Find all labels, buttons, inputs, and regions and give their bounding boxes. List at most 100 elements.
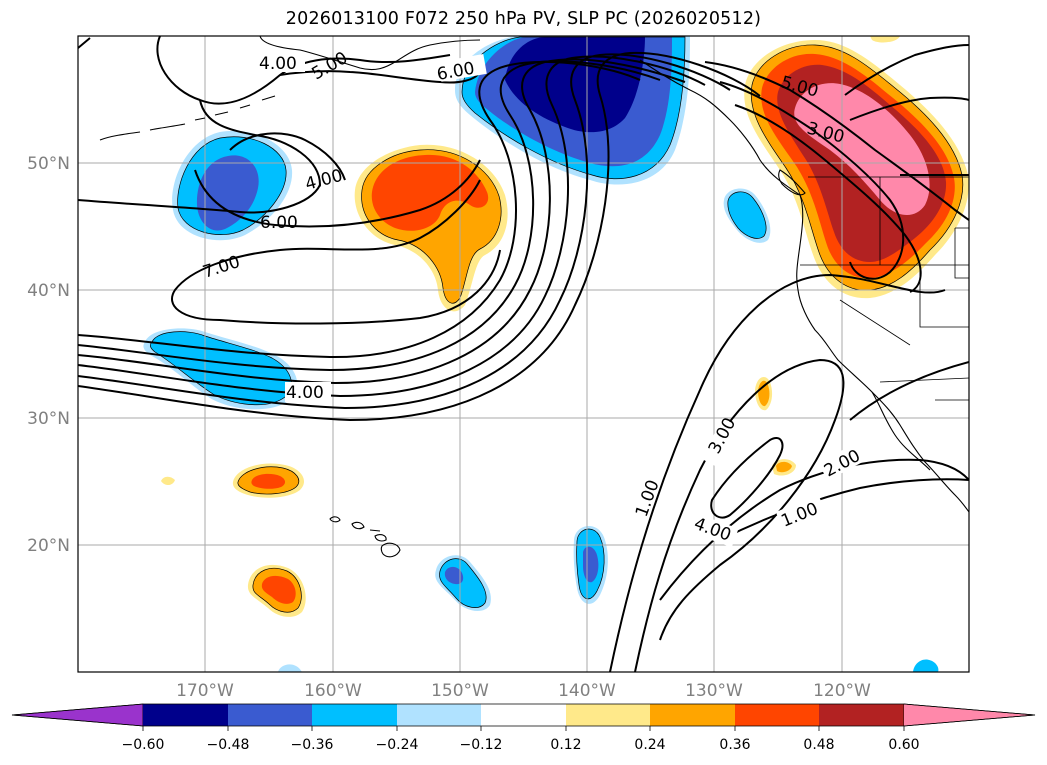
clabel-bg-10 <box>623 483 659 534</box>
colorbar-extend-low <box>11 703 144 727</box>
island-molokai <box>369 529 381 532</box>
pv-positive-area-124w-orange <box>776 461 792 473</box>
coastline-southeast-alaska <box>639 59 801 196</box>
colorbar-label: 0.24 <box>634 737 665 753</box>
contour-upper-west-4 <box>194 159 481 228</box>
contour-ridge-2 <box>634 358 845 672</box>
pv-positive-area-top-right <box>870 36 900 43</box>
contour-pnw-3 <box>734 104 922 293</box>
colorbar-bin-2 <box>228 704 312 726</box>
pv-outline-pnw <box>750 44 964 291</box>
pv-negative-area-bottom-small <box>278 664 302 672</box>
clabel-bg-0 <box>259 52 305 72</box>
clabel-bg-9 <box>701 417 741 468</box>
colorbar-label: 0.60 <box>888 737 919 753</box>
pv-negative-area-subtropical-light <box>150 331 292 405</box>
contour-upper-west-3 <box>229 132 346 181</box>
lon-label-160w: 160°W <box>304 681 362 701</box>
contour-label: 4.00 <box>259 54 297 74</box>
contour-jet-2 <box>78 60 661 372</box>
pv-outline-gulf-alaska <box>461 36 686 180</box>
colorbar-bin-5 <box>481 704 566 726</box>
colorbar-label: −0.60 <box>122 737 165 753</box>
contour-jet-4 <box>78 55 706 398</box>
pv-positive-area-south-west-red <box>251 473 286 489</box>
contour-upper-mid <box>279 70 481 84</box>
lon-label-170w: 170°W <box>176 681 234 701</box>
pv-positive-area-central-red <box>371 154 489 231</box>
lat-label-30: 30°N <box>27 409 70 429</box>
contour-ridge-outer <box>659 458 969 601</box>
colorbar-bin-7 <box>650 704 735 726</box>
political-boundaries <box>800 176 969 401</box>
contour-label: 6.00 <box>260 213 298 233</box>
contour-ridge-outer-2 <box>719 478 969 541</box>
lat-label-40: 40°N <box>27 281 70 301</box>
contour-jet-5 <box>78 53 731 410</box>
island-oahu <box>351 521 365 530</box>
colorbar-label: 0.48 <box>803 737 834 753</box>
gridlines <box>78 36 969 672</box>
contour-jet-1 <box>78 60 641 359</box>
colorbar-bin-8 <box>735 704 819 726</box>
colorbar-bin-3 <box>312 704 397 726</box>
latitude-labels: 50°N 40°N 30°N 20°N <box>27 154 70 556</box>
border-state-1 <box>800 177 969 328</box>
colorbar-label: 0.12 <box>550 737 581 753</box>
map-border <box>77 35 970 673</box>
contour-jet-3 <box>78 58 686 385</box>
colorbar-label: −0.24 <box>376 737 419 753</box>
colorbar: −0.60 −0.48 −0.36 −0.24 −0.12 0.12 0.24 … <box>11 703 1036 753</box>
colorbar-ticks <box>142 726 905 731</box>
pv-positive-area-126w-orange <box>758 380 770 407</box>
contour-pnw-1 <box>704 61 969 221</box>
pv-negative-area-bottom-right <box>913 659 939 672</box>
colorbar-label: −0.48 <box>207 737 250 753</box>
lat-label-50: 50°N <box>27 154 70 174</box>
contour-ridge-1 <box>609 273 946 672</box>
pv-negative-area-hawaii-east-mid <box>444 566 464 585</box>
island-kauai <box>329 516 341 523</box>
contour-upper-west-2 <box>78 99 322 214</box>
lon-label-140w: 140°W <box>558 681 616 701</box>
lon-label-150w: 150°W <box>431 681 489 701</box>
contour-ridge-top <box>849 361 969 421</box>
clabel-bg-2 <box>438 54 487 82</box>
hawaii-islands <box>329 516 401 558</box>
contour-7-loop <box>171 179 501 325</box>
lat-label-20: 20°N <box>27 536 70 556</box>
colorbar-bin-4 <box>397 704 481 726</box>
clabel-bg-6 <box>285 382 331 402</box>
colorbar-pink-bin <box>904 704 907 726</box>
colorbar-label: 0.36 <box>719 737 750 753</box>
colorbar-bin-1 <box>143 704 228 726</box>
contour-labels: 4.00 5.00 6.00 4.00 6.00 7.00 4.00 5.00 … <box>200 48 869 548</box>
contour-lines <box>78 36 969 672</box>
lon-label-130w: 130°W <box>685 681 743 701</box>
longitude-labels: 170°W 160°W 150°W 140°W 130°W 120°W <box>176 681 871 701</box>
colorbar-labels: −0.60 −0.48 −0.36 −0.24 −0.12 0.12 0.24 … <box>122 737 920 753</box>
pv-outline-coast-bc <box>727 191 767 239</box>
colorbar-label: −0.12 <box>460 737 503 753</box>
pv-outline-south-west <box>237 466 300 495</box>
island-maui <box>374 534 387 542</box>
colorbar-extend-high <box>903 703 1036 727</box>
contour-ridge-4 <box>710 436 784 519</box>
pv-outline-south-center <box>252 567 302 613</box>
lon-label-120w: 120°W <box>813 681 871 701</box>
clabel-bg-11 <box>688 512 739 548</box>
colorbar-bin-6 <box>566 704 650 726</box>
clabel-bg-12 <box>818 441 869 481</box>
island-big-island <box>380 542 401 558</box>
contour-pnw-right <box>844 44 969 121</box>
colorbar-bin-9 <box>819 704 904 726</box>
contour-label: 4.00 <box>286 383 324 403</box>
pv-positive-area-pnw-pink <box>794 83 930 216</box>
pv-outline-central <box>361 149 502 304</box>
coastline-vancouver-island <box>778 169 806 196</box>
pv-outline-hawaii-east <box>439 558 487 608</box>
colorbar-label: −0.36 <box>291 737 334 753</box>
pv-outline-west <box>177 136 287 235</box>
border-mexico <box>879 377 969 383</box>
